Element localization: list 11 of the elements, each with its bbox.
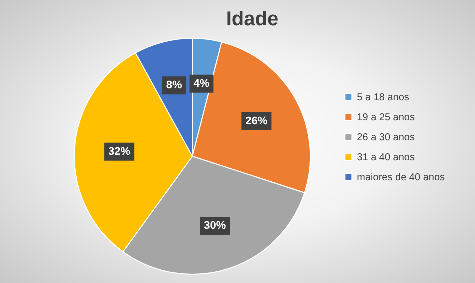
data-label: 30% — [204, 220, 226, 232]
data-label: 32% — [108, 146, 131, 158]
legend-label: 26 a 30 anos — [357, 132, 415, 144]
data-label: 4% — [194, 78, 210, 90]
legend-label: 31 a 40 anos — [357, 152, 415, 164]
data-label: 26% — [246, 115, 268, 128]
legend-label: 5 a 18 anos — [357, 92, 410, 104]
chart-title: Idade — [226, 8, 279, 31]
data-label: 8% — [166, 80, 183, 92]
legend-label: 19 a 25 anos — [357, 112, 415, 124]
legend-label: maiores de 40 anos — [357, 172, 446, 184]
